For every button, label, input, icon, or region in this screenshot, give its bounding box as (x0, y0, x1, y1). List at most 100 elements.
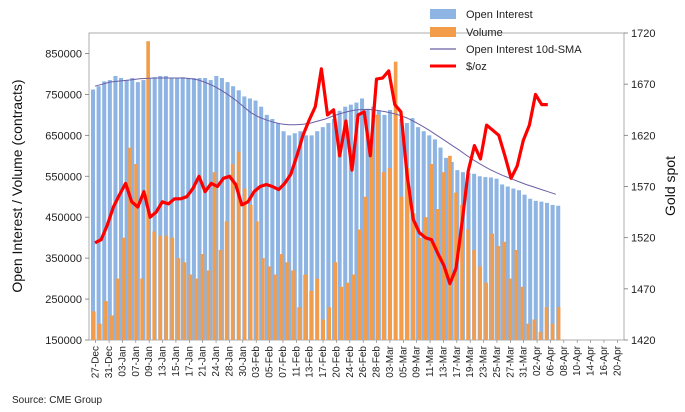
volume-bar (544, 307, 549, 340)
open-interest-bar (259, 106, 264, 341)
volume-bar (200, 254, 205, 340)
legend-label-sma: Open Interest 10d-SMA (466, 44, 582, 56)
open-interest-bar (208, 80, 213, 340)
open-interest-bar (91, 89, 96, 340)
legend-swatch-open-interest (430, 9, 456, 19)
x-tick-label: 23-Mar (479, 345, 490, 377)
open-interest-bar (107, 80, 112, 340)
x-tick-label: 20-Feb (331, 346, 342, 378)
legend-swatch-volume (430, 27, 456, 37)
volume-bar (550, 323, 555, 340)
volume-bar (520, 286, 525, 340)
x-tick-label: 07-Jan (131, 346, 142, 377)
volume-bar (104, 301, 108, 340)
volume-bar (357, 229, 362, 340)
volume-bar (242, 188, 247, 340)
open-interest-bar (556, 205, 561, 340)
open-interest-bar (522, 194, 527, 340)
open-interest-bar (500, 184, 505, 340)
x-tick-label: 17-Mar (452, 345, 463, 377)
volume-bar (248, 204, 253, 340)
volume-bar (405, 168, 410, 340)
volume-bar (490, 233, 494, 340)
right-tick-label: 1570 (631, 182, 655, 194)
x-tick-label: 03-Jan (117, 346, 128, 377)
volume-bar (261, 258, 265, 340)
volume-bar (339, 286, 344, 340)
right-tick-label: 1470 (631, 284, 655, 296)
volume-bar (291, 270, 295, 340)
x-tick-label: 09-Jan (144, 346, 155, 377)
x-tick-label: 31-Dec (104, 346, 115, 378)
volume-bar (472, 249, 476, 340)
volume-bar (496, 245, 501, 340)
left-tick-label: 450000 (45, 212, 82, 224)
open-interest-bar (287, 135, 292, 340)
open-interest-bar (119, 78, 124, 340)
volume-bar (92, 311, 96, 340)
x-tick-label: 03-Mar (385, 345, 396, 377)
x-tick-label: 15-Jan (171, 346, 182, 377)
open-interest-bar (309, 135, 314, 340)
open-interest-bar (438, 147, 443, 340)
open-interest-bar (130, 78, 135, 340)
volume-bar (188, 274, 193, 340)
volume-bar (327, 307, 332, 340)
volume-bar (194, 278, 199, 340)
x-tick-label: 11-Mar (425, 345, 436, 377)
open-interest-bar (303, 135, 309, 340)
open-interest-bar (337, 110, 342, 340)
volume-bar (98, 323, 102, 340)
x-tick-label: 14-Apr (586, 345, 597, 376)
open-interest-bar (343, 106, 348, 341)
open-interest-sma-line (94, 77, 556, 195)
open-interest-bar (348, 104, 353, 340)
volume-bar (556, 307, 561, 340)
x-tick-label: 27-Dec (91, 346, 102, 378)
volume-bar (375, 114, 380, 340)
right-tick-label: 1720 (631, 28, 655, 40)
open-interest-bar (191, 78, 196, 340)
volume-bar (206, 270, 211, 340)
open-interest-bar (516, 190, 521, 340)
open-interest-bar (360, 98, 365, 340)
volume-bar (321, 319, 325, 340)
open-interest-bar (124, 80, 129, 340)
open-interest-bar (539, 201, 544, 340)
open-interest-bar (292, 133, 297, 340)
open-interest-bar (113, 75, 118, 340)
right-tick-label: 1420 (631, 335, 655, 347)
x-tick-label: 17-Jan (184, 346, 195, 377)
volume-bar (267, 266, 271, 340)
open-interest-bar (528, 198, 533, 340)
left-tick-label: 550000 (45, 171, 82, 183)
left-axis-ticks: 150000 250000 350000 450000 550000 650000 7500… (45, 48, 89, 347)
x-tick-label: 03-Feb (251, 346, 262, 378)
open-interest-bar (315, 131, 320, 340)
left-tick-label: 250000 (45, 294, 82, 306)
x-tick-label: 05-Mar (398, 345, 409, 377)
x-tick-label: 25-Mar (492, 345, 503, 377)
volume-bar (146, 41, 150, 340)
open-interest-bar (544, 202, 550, 340)
x-tick-label: 13-Feb (305, 346, 316, 378)
volume-bar (164, 235, 169, 340)
open-interest-bar (152, 77, 157, 340)
volume-bar (212, 172, 217, 340)
volume-bar (417, 237, 422, 340)
volume-bar (442, 172, 446, 340)
volume-bar (381, 172, 386, 340)
open-interest-bar (477, 176, 482, 340)
x-tick-label: 05-Feb (265, 346, 276, 378)
volume-bar (345, 282, 350, 340)
open-interest-bar (281, 131, 286, 340)
x-tick-label: 11-Feb (291, 346, 302, 377)
volume-bar (387, 168, 392, 340)
x-tick-label: 28-Feb (372, 346, 383, 378)
right-tick-label: 1520 (631, 233, 655, 245)
open-interest-bar (511, 188, 516, 340)
volume-bar (502, 241, 507, 340)
volume-bar (393, 61, 398, 341)
left-tick-label: 150000 (45, 335, 82, 347)
